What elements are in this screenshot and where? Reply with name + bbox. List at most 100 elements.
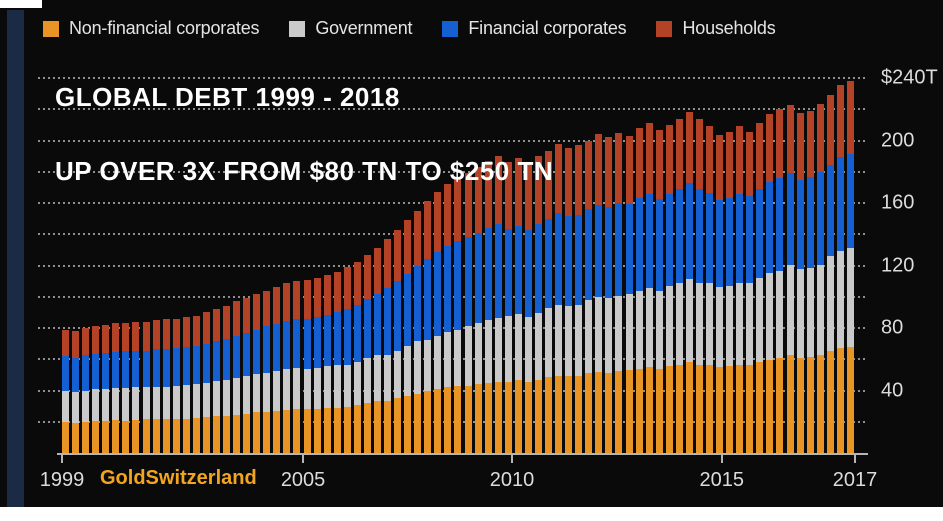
bar-segment <box>665 285 673 367</box>
bar-segment <box>293 409 301 453</box>
bar-segment <box>92 326 100 354</box>
bar-segment <box>494 317 502 382</box>
legend-label: Non-financial corporates <box>69 18 260 38</box>
bar-segment <box>695 188 703 283</box>
bar-segment <box>434 252 442 336</box>
bar-2000-Q2 <box>112 323 120 453</box>
bar-segment <box>846 81 854 154</box>
bar-segment <box>182 385 190 419</box>
bar-segment <box>233 414 241 453</box>
bar-segment <box>545 307 552 378</box>
bar-2017-Q4 <box>816 103 824 453</box>
left-navy-strip <box>7 10 24 507</box>
bar-segment <box>716 199 724 288</box>
bar-segment <box>273 287 281 325</box>
bar-segment <box>62 390 69 422</box>
bar-segment <box>253 412 261 453</box>
legend-swatch-orange <box>43 20 59 37</box>
bar-segment <box>192 417 200 453</box>
bar-segment <box>484 382 492 453</box>
gridline-120 <box>38 264 868 267</box>
bar-segment <box>373 293 381 356</box>
bar-segment <box>464 385 472 453</box>
bar-2016-Q4 <box>776 109 784 453</box>
bar-segment <box>655 129 663 200</box>
bar-2005-Q2 <box>313 278 321 453</box>
bar-segment <box>534 156 542 225</box>
bar-segment <box>404 345 412 396</box>
bar-2004-Q2 <box>273 287 281 453</box>
bar-segment <box>102 324 110 353</box>
bar-segment <box>373 247 381 294</box>
legend-item-non-financial-corporates: Non-financial corporates <box>43 18 260 39</box>
bar-segment <box>514 225 522 314</box>
legend-item-households: Households <box>656 18 776 39</box>
bar-2007-Q3 <box>404 220 412 453</box>
bar-segment <box>836 85 844 157</box>
bar-2017-Q3 <box>806 110 814 453</box>
bar-segment <box>504 161 512 229</box>
legend-label: Households <box>682 18 776 38</box>
bar-segment <box>786 355 794 453</box>
bar-segment <box>746 131 754 196</box>
bar-segment <box>776 358 784 453</box>
bar-segment <box>353 405 361 453</box>
legend-label: Government <box>315 18 413 38</box>
bar-segment <box>766 113 774 182</box>
bar-2004-Q4 <box>293 281 301 453</box>
bar-segment <box>202 343 210 383</box>
x-tick-label-1999: 1999 <box>39 469 85 491</box>
bar-segment <box>776 270 784 359</box>
bar-segment <box>494 381 502 453</box>
bar-segment <box>434 335 442 389</box>
bar-segment <box>112 323 120 353</box>
y-tick-label-160: 160 <box>881 191 915 214</box>
bar-segment <box>736 283 744 365</box>
bar-2013-Q3 <box>645 123 653 453</box>
bar-segment <box>826 256 834 351</box>
bar-segment <box>726 131 734 198</box>
bar-2004-Q3 <box>283 283 291 453</box>
bar-segment <box>786 172 794 265</box>
bar-segment <box>263 372 271 412</box>
bar-segment <box>706 282 713 365</box>
bar-segment <box>253 374 261 413</box>
bar-segment <box>776 178 784 271</box>
bar-segment <box>353 362 361 406</box>
bar-segment <box>283 369 291 411</box>
bar-segment <box>846 153 854 249</box>
bar-2002-Q2 <box>192 315 200 453</box>
bar-segment <box>152 320 160 350</box>
bar-segment <box>434 192 442 253</box>
bar-segment <box>142 387 150 420</box>
bar-segment <box>82 355 90 391</box>
bar-segment <box>82 390 90 422</box>
bar-2011-Q2 <box>555 143 563 453</box>
bar-segment <box>534 313 542 381</box>
bar-segment <box>796 357 804 453</box>
bar-1999-Q3 <box>82 328 90 453</box>
bar-segment <box>92 353 100 389</box>
bar-segment <box>595 134 603 205</box>
gridline-180 <box>38 170 868 173</box>
bar-2010-Q2 <box>514 157 522 453</box>
bar-segment <box>645 123 653 195</box>
bar-segment <box>796 179 804 270</box>
bar-segment <box>72 331 80 358</box>
bar-2008-Q4 <box>454 178 462 453</box>
bar-segment <box>202 312 210 344</box>
bar-2012-Q2 <box>595 134 603 453</box>
bar-2001-Q1 <box>142 321 150 453</box>
bar-segment <box>776 109 784 178</box>
bar-segment <box>424 339 432 392</box>
bar-segment <box>555 304 563 376</box>
bar-segment <box>263 411 271 453</box>
bar-2011-Q1 <box>545 150 552 453</box>
bar-2008-Q2 <box>434 192 442 453</box>
bar-segment <box>62 329 69 357</box>
bar-segment <box>384 354 391 401</box>
bar-segment <box>786 104 794 173</box>
bar-segment <box>293 318 301 368</box>
bar-2014-Q4 <box>695 118 703 453</box>
bar-segment <box>545 218 552 308</box>
